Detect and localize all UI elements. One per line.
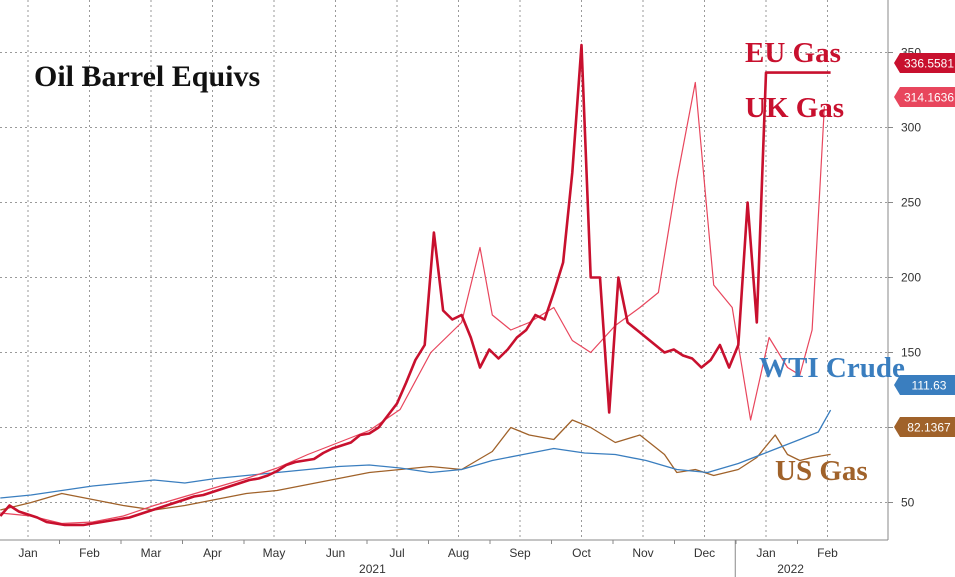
value-tag-uk-gas bbox=[894, 87, 955, 107]
x-tick-label: Nov bbox=[632, 546, 653, 560]
year-label-2022: 2022 bbox=[777, 562, 804, 576]
x-tick-label: Jun bbox=[326, 546, 345, 560]
x-tick-label: Sep bbox=[509, 546, 531, 560]
y-tick-label: 300 bbox=[901, 121, 921, 135]
x-tick-label: Jan bbox=[18, 546, 37, 560]
y-tick-label: 250 bbox=[901, 196, 921, 210]
year-label-2021: 2021 bbox=[359, 562, 386, 576]
x-tick-label: Dec bbox=[694, 546, 715, 560]
axes: 50100150200250300350JanFebMarAprMayJunJu… bbox=[0, 0, 921, 577]
series-line-us-gas bbox=[0, 419, 831, 511]
x-tick-label: Mar bbox=[141, 546, 162, 560]
series-name-uk-gas: UK Gas bbox=[745, 92, 844, 124]
series-line-wti-crude bbox=[0, 409, 832, 499]
x-tick-label: Jul bbox=[389, 546, 404, 560]
x-tick-label: Oct bbox=[572, 546, 591, 560]
value-tag-wti-crude bbox=[894, 375, 955, 395]
value-tag-label: 111.63 bbox=[912, 379, 947, 393]
value-tag-us-gas bbox=[894, 417, 955, 437]
x-tick-label: Feb bbox=[817, 546, 838, 560]
series-line-eu-gas bbox=[0, 43, 831, 527]
series-labels: 336.5581 314.1636 111.63 82.1367 EU Gas UK Ga… bbox=[745, 37, 955, 487]
value-tag-label: 314.1636 bbox=[904, 91, 954, 105]
series-name-eu-gas: EU Gas bbox=[745, 37, 841, 69]
series-name-wti-crude: WTI Crude bbox=[759, 352, 905, 384]
value-tag-label: 336.5581 bbox=[904, 57, 954, 71]
series-line-uk-gas bbox=[0, 81, 825, 525]
y-tick-label: 200 bbox=[901, 271, 921, 285]
y-tick-label: 150 bbox=[901, 346, 921, 360]
x-tick-label: Feb bbox=[79, 546, 100, 560]
x-tick-label: Aug bbox=[448, 546, 469, 560]
value-tag-eu-gas bbox=[894, 53, 955, 73]
x-tick-label: May bbox=[263, 546, 286, 560]
y-tick-label: 50 bbox=[901, 496, 915, 510]
chart-title: Oil Barrel Equivs bbox=[34, 60, 260, 93]
series-layer bbox=[0, 43, 832, 527]
grid-lines bbox=[0, 0, 888, 540]
series-name-us-gas: US Gas bbox=[775, 455, 868, 487]
x-tick-label: Apr bbox=[203, 546, 222, 560]
value-tag-label: 82.1367 bbox=[907, 421, 951, 435]
x-tick-label: Jan bbox=[756, 546, 775, 560]
